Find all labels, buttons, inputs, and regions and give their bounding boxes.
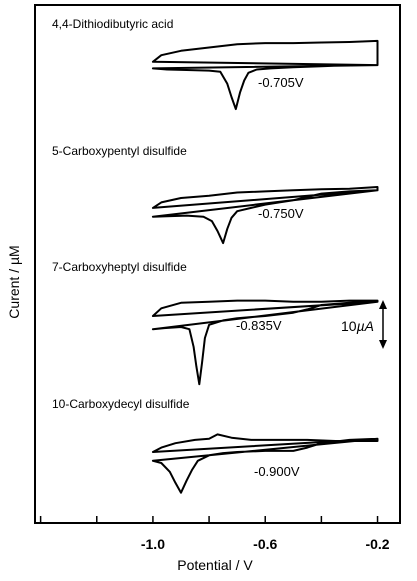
- x-tick-label: -1.0: [141, 536, 165, 552]
- plot-frame: [34, 4, 401, 524]
- series-name-4: 10-Carboxydecyl disulfide: [52, 397, 190, 411]
- scale-bar-value: 10: [341, 318, 357, 334]
- cv-trace-4: [151, 433, 379, 494]
- peak-label-3: -0.835V: [236, 318, 282, 333]
- series-name-3: 7-Carboxyheptyl disulfide: [52, 260, 187, 274]
- traces-group: [151, 39, 379, 494]
- peak-label-2: -0.750V: [258, 206, 304, 221]
- scale-bar-arrow-up: [379, 300, 387, 309]
- x-tick-label: -0.6: [253, 536, 277, 552]
- labels-group: 4,4-Dithiodibutyric acid -0.705V 5-Carboxy…: [52, 17, 304, 479]
- series-name-1: 4,4-Dithiodibutyric acid: [52, 17, 173, 31]
- peak-label-4: -0.900V: [254, 464, 300, 479]
- x-tick-label: -0.2: [365, 536, 389, 552]
- cv-trace-1: [151, 39, 379, 111]
- x-axis-title: Potential / V: [177, 557, 253, 573]
- x-axis-ticks: -1.0 -0.6 -0.2: [39, 516, 390, 552]
- cv-trace-2: [151, 186, 379, 245]
- scale-bar-arrow-down: [379, 340, 387, 349]
- scale-bar: 10µA: [341, 300, 387, 349]
- cv-trace-3: [151, 299, 379, 386]
- scale-bar-label: 10µA: [341, 318, 374, 334]
- series-name-2: 5-Carboxypentyl disulfide: [52, 144, 187, 158]
- y-axis-title: Curent / µM: [6, 245, 22, 318]
- scale-bar-unit: µA: [357, 318, 374, 334]
- peak-label-1: -0.705V: [258, 75, 304, 90]
